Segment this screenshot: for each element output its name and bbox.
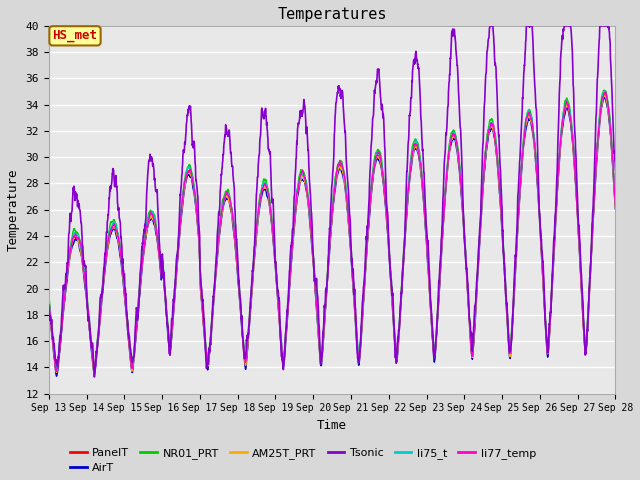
Line: li75_t: li75_t [49, 91, 616, 370]
li77_temp [349, 275, 356, 280]
Tsonic [497, 187, 505, 193]
PanelT [602, 91, 609, 96]
li77_temp [52, 368, 60, 374]
Title: Temperatures: Temperatures [277, 7, 387, 22]
AM25T_PRT [203, 360, 211, 366]
li75_t [361, 270, 369, 276]
li77_temp [577, 282, 585, 288]
Tsonic [612, 167, 620, 173]
NR01_PRT [45, 292, 52, 298]
NR01_PRT [562, 98, 570, 104]
PanelT [349, 275, 356, 281]
AirT [577, 285, 585, 291]
AM25T_PRT [600, 92, 608, 98]
NR01_PRT [577, 277, 585, 283]
NR01_PRT [349, 268, 356, 274]
PanelT [361, 274, 369, 279]
AM25T_PRT [90, 371, 98, 377]
Text: HS_met: HS_met [52, 29, 97, 42]
NR01_PRT [612, 199, 620, 205]
PanelT [52, 371, 60, 377]
Tsonic [578, 276, 586, 282]
NR01_PRT [600, 87, 608, 93]
li75_t [52, 367, 60, 372]
AM25T_PRT [497, 209, 505, 215]
li75_t [612, 199, 620, 204]
X-axis label: Time: Time [317, 419, 347, 432]
AirT [612, 206, 620, 212]
AirT [497, 212, 505, 217]
li77_temp [203, 359, 211, 364]
li75_t [577, 278, 585, 284]
AM25T_PRT [577, 284, 585, 289]
Y-axis label: Temperature: Temperature [7, 168, 20, 251]
NR01_PRT [497, 201, 505, 206]
PanelT [577, 283, 585, 288]
li75_t [600, 88, 608, 94]
li75_t [562, 101, 570, 107]
PanelT [45, 300, 52, 305]
PanelT [203, 360, 211, 366]
NR01_PRT [203, 354, 211, 360]
li75_t [497, 205, 505, 211]
Tsonic [45, 302, 52, 308]
PanelT [497, 206, 505, 212]
AirT [45, 304, 52, 310]
Line: Tsonic: Tsonic [49, 26, 616, 377]
li77_temp [361, 270, 369, 276]
AirT [361, 275, 369, 281]
PanelT [612, 202, 620, 207]
NR01_PRT [52, 366, 60, 372]
NR01_PRT [361, 267, 369, 273]
PanelT [562, 107, 570, 113]
Tsonic [349, 269, 356, 275]
Tsonic [486, 23, 494, 29]
Line: li77_temp: li77_temp [49, 93, 616, 371]
AM25T_PRT [562, 105, 570, 111]
li77_temp [497, 205, 505, 211]
AM25T_PRT [612, 204, 620, 210]
AirT [349, 279, 356, 285]
Line: AM25T_PRT: AM25T_PRT [49, 95, 616, 374]
AirT [203, 363, 211, 369]
AM25T_PRT [349, 276, 356, 282]
Tsonic [562, 23, 570, 29]
AirT [562, 108, 570, 114]
Tsonic [203, 364, 211, 370]
AirT [52, 373, 60, 379]
Tsonic [361, 265, 369, 271]
li77_temp [602, 90, 609, 96]
Tsonic [90, 374, 98, 380]
li75_t [349, 275, 356, 280]
li77_temp [562, 102, 570, 108]
AirT [600, 95, 608, 100]
AM25T_PRT [361, 274, 369, 280]
AM25T_PRT [45, 303, 52, 309]
Line: NR01_PRT: NR01_PRT [49, 90, 616, 369]
li75_t [45, 299, 52, 305]
li77_temp [612, 201, 620, 207]
Line: AirT: AirT [49, 97, 616, 376]
Line: PanelT: PanelT [49, 94, 616, 374]
Legend: PanelT, AirT, NR01_PRT, AM25T_PRT, Tsonic, li75_t, li77_temp: PanelT, AirT, NR01_PRT, AM25T_PRT, Tsoni… [66, 444, 540, 478]
li75_t [203, 357, 211, 363]
li77_temp [45, 298, 52, 303]
